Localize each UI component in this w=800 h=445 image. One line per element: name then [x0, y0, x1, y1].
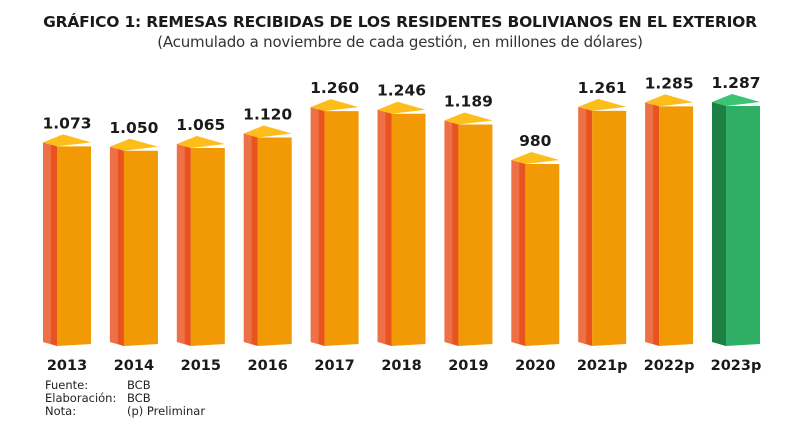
- bar-value-label: 1.287: [711, 74, 760, 92]
- bar-top-face: [645, 94, 694, 107]
- bar-front-face: [592, 110, 627, 346]
- x-tick-label: 2018: [381, 358, 421, 374]
- note-elaboration-key: Elaboración:: [45, 391, 117, 405]
- bar-value-label: 1.285: [645, 74, 694, 92]
- x-tick-label: 2023p: [711, 358, 762, 374]
- bar-front-face: [257, 137, 292, 346]
- bar-front-face: [525, 164, 560, 346]
- x-tick-label: 2017: [314, 358, 354, 374]
- note-elaboration-value: BCB: [127, 391, 151, 405]
- bar-front-face: [659, 106, 694, 346]
- bar-side-shade: [184, 145, 191, 346]
- x-tick-label: 2020: [515, 358, 555, 374]
- chart-subtitle: (Acumulado a noviembre de cada gestión, …: [157, 33, 643, 51]
- bar-value-label: 1.073: [42, 114, 91, 132]
- bar-front-face: [726, 106, 760, 346]
- bar-top-face: [444, 112, 493, 125]
- x-tick-label: 2022p: [644, 358, 695, 374]
- bar-value-label: 1.246: [377, 82, 426, 100]
- bar-value-label: 1.261: [578, 79, 627, 97]
- bar-top-face: [109, 138, 158, 151]
- bar-front-face: [458, 124, 493, 347]
- bar-side-shade: [51, 144, 57, 346]
- chart-title: GRÁFICO 1: REMESAS RECIBIDAS DE LOS RESI…: [43, 13, 757, 31]
- bar-value-label: 1.189: [444, 93, 493, 111]
- note-nota-key: Nota:: [45, 404, 77, 418]
- bar-side-shade: [519, 162, 526, 346]
- x-tick-label: 2019: [448, 358, 488, 374]
- bar-value-label: 1.065: [176, 116, 225, 134]
- bar-top-face: [243, 125, 292, 138]
- bar-top-face: [310, 99, 359, 112]
- bar-front-face: [190, 147, 225, 346]
- bar-value-label: 1.260: [310, 79, 359, 97]
- bar-side-shade: [452, 122, 459, 347]
- bar-top-face: [712, 94, 760, 106]
- bar-side-shade: [251, 135, 258, 346]
- bar-side-shade: [385, 111, 392, 346]
- bar-side-shade: [653, 104, 660, 346]
- bar-top-face: [176, 135, 225, 148]
- bar-top-face: [43, 134, 91, 147]
- bar-top-face: [511, 152, 560, 164]
- bar-front-face: [324, 111, 359, 346]
- note-source-key: Fuente:: [45, 378, 89, 392]
- bar-value-label: 980: [519, 132, 552, 150]
- note-source-value: BCB: [127, 378, 151, 392]
- note-source: Fuente: BCB: [45, 379, 205, 392]
- x-tick-label: 2021p: [577, 358, 628, 374]
- bar-front-face: [57, 146, 91, 346]
- bar-side-shade: [117, 148, 124, 346]
- note-nota-value: (p) Preliminar: [127, 404, 206, 418]
- bar-front-face: [123, 150, 158, 346]
- x-tick-label: 2014: [114, 358, 154, 374]
- note-elaboration: Elaboración: BCB: [45, 392, 205, 405]
- x-tick-label: 2016: [248, 358, 288, 374]
- bar-value-label: 1.050: [109, 119, 158, 137]
- bar-side-shade: [318, 109, 325, 346]
- x-tick-label: 2013: [47, 358, 87, 374]
- bar-side-shade: [586, 108, 593, 346]
- bar-top-face: [578, 98, 627, 111]
- bar-front-face: [391, 113, 426, 346]
- bar-value-label: 1.120: [243, 106, 292, 124]
- x-tick-label: 2015: [181, 358, 221, 374]
- chart-notes: Fuente: BCB Elaboración: BCB Nota: (p) P…: [45, 379, 205, 418]
- bar-top-face: [377, 101, 426, 114]
- note-nota: Nota: (p) Preliminar: [45, 405, 205, 418]
- bar-side-shade: [720, 104, 726, 346]
